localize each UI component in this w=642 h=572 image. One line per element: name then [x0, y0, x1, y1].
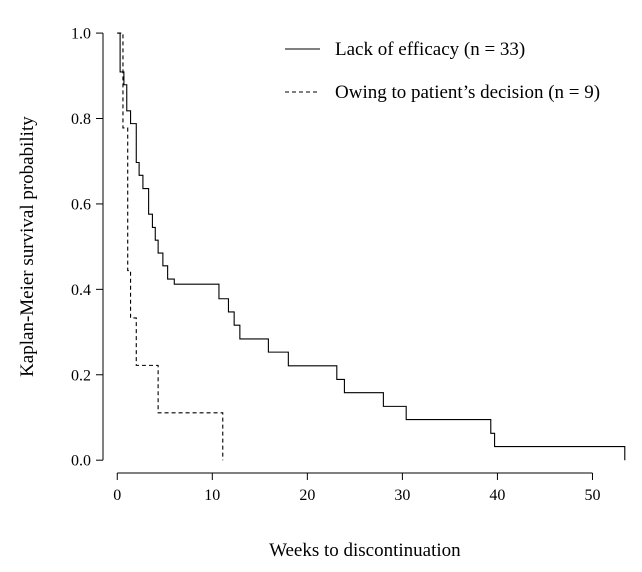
y-tick-label: 0.2 — [71, 367, 91, 384]
legend: Lack of efficacy (n = 33) Owing to patie… — [285, 39, 600, 103]
ticks: 0.0 0.2 0.4 0.6 0.8 1.0 0 10 20 30 40 50 — [71, 26, 600, 504]
x-tick-label: 0 — [113, 487, 121, 504]
x-axis-title: Weeks to discontinuation — [269, 540, 461, 561]
y-tick-label: 0.4 — [71, 282, 91, 299]
series-patient-decision — [117, 32, 224, 461]
axes — [102, 33, 593, 474]
legend-label-lack-of-efficacy: Lack of efficacy (n = 33) — [335, 39, 525, 60]
series-group — [117, 32, 626, 461]
legend-label-patient-decision: Owing to patient’s decision (n = 9) — [335, 82, 600, 103]
y-tick-label: 1.0 — [71, 26, 91, 43]
y-tick-label: 0.0 — [71, 453, 91, 470]
x-tick-label: 40 — [489, 487, 505, 504]
y-tick-label: 0.8 — [71, 111, 91, 128]
x-tick-label: 10 — [204, 487, 220, 504]
x-tick-label: 50 — [584, 487, 600, 504]
x-tick-label: 30 — [394, 487, 410, 504]
series-lack-of-efficacy — [117, 32, 626, 461]
y-axis-title: Kaplan-Meier survival probability — [17, 116, 38, 377]
y-tick-label: 0.6 — [71, 196, 91, 213]
x-tick-label: 20 — [299, 487, 315, 504]
